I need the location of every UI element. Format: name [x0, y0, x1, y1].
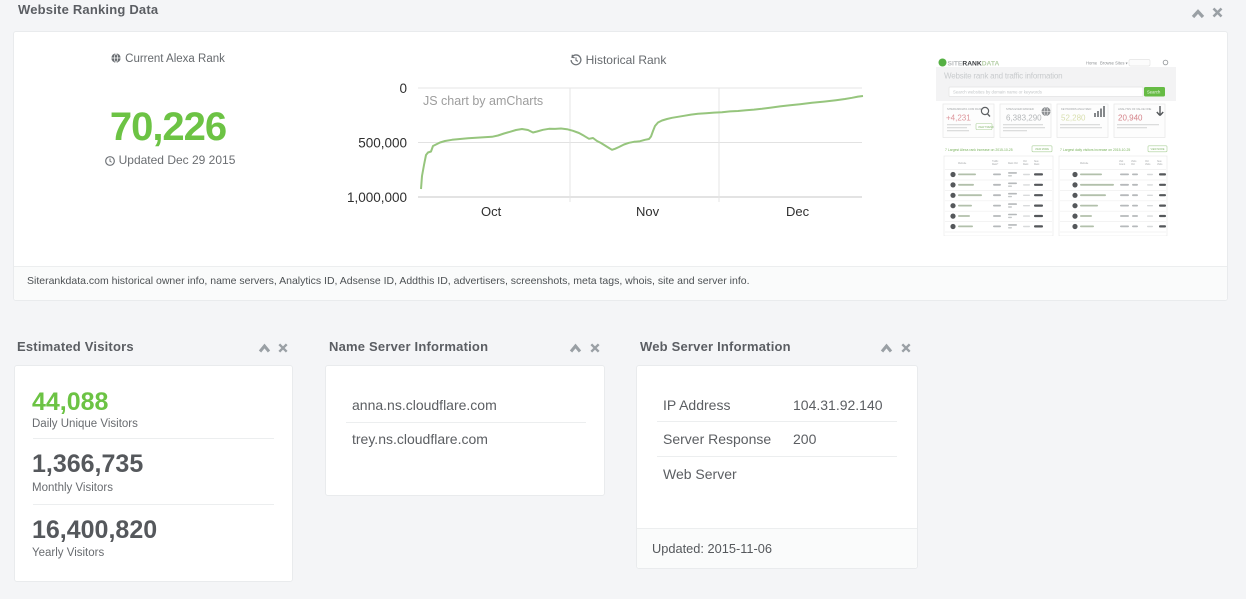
svg-text:Website: Website: [958, 162, 967, 165]
svg-text:1,000,000: 1,000,000: [347, 190, 407, 205]
svg-text:Traffic: Traffic: [992, 160, 999, 163]
svg-text:JS chart by amCharts: JS chart by amCharts: [423, 94, 543, 108]
svg-text:500,000: 500,000: [358, 136, 407, 151]
svg-text:Home: Home: [1086, 61, 1098, 66]
svg-text:Rank*: Rank*: [992, 164, 998, 166]
svg-text:Search: Search: [1147, 89, 1161, 94]
svg-text:Website: Website: [1080, 162, 1089, 165]
svg-text:New: New: [1157, 161, 1162, 163]
svg-text:7 Largest Alexa rank increase: 7 Largest Alexa rank increase on 2015-10…: [945, 148, 1013, 152]
svg-text:52,280: 52,280: [1061, 114, 1086, 123]
svg-text:SITES EVER RANKED: SITES EVER RANKED: [1006, 107, 1034, 111]
svg-text:Search websites by domain name: Search websites by domain name or keywor…: [953, 90, 1042, 95]
svg-text:VIEW TREND: VIEW TREND: [978, 126, 994, 129]
svg-text:Visits: Visits: [1131, 160, 1137, 163]
svg-text:Rank Old: Rank Old: [1008, 163, 1018, 165]
svg-text:SITERANKDATA: SITERANKDATA: [948, 61, 1000, 68]
svg-text:Rank: Rank: [1023, 164, 1029, 166]
svg-text:New: New: [1034, 161, 1039, 163]
svg-text:KEYWORDS ANALYZED: KEYWORDS ANALYZED: [1061, 107, 1091, 111]
svg-text:Rank: Rank: [1034, 164, 1040, 166]
svg-text:VIEW MORE: VIEW MORE: [1151, 148, 1165, 151]
svg-text:Visits: Visits: [1157, 163, 1163, 166]
svg-text:Website rank and traffic infor: Website rank and traffic information: [944, 72, 1062, 81]
svg-text:SITERANKDATA.COM RANK: SITERANKDATA.COM RANK: [947, 107, 983, 111]
svg-text:7 Largest daily visitors incre: 7 Largest daily visitors increase on 201…: [1060, 148, 1130, 152]
svg-text:Visit: Visit: [1119, 160, 1124, 163]
svg-text:6,383,290: 6,383,290: [1006, 114, 1042, 123]
svg-text:Visits: Visits: [1145, 163, 1151, 166]
svg-text:0: 0: [399, 81, 407, 96]
svg-text:Browse Sites ▾: Browse Sites ▾: [1100, 61, 1128, 66]
svg-text:VIEW MORE: VIEW MORE: [1035, 148, 1049, 151]
svg-text:Old: Old: [1023, 161, 1027, 163]
svg-text:ANALYSIS OF VALUE ONE: ANALYSIS OF VALUE ONE: [1118, 107, 1152, 111]
svg-text:Oct: Oct: [481, 204, 502, 219]
svg-text:Nov: Nov: [636, 204, 660, 219]
svg-text:Old: Old: [1145, 161, 1149, 163]
svg-text:20,940: 20,940: [1118, 114, 1143, 123]
svg-text:+4,231: +4,231: [946, 114, 971, 123]
svg-text:Dec: Dec: [786, 204, 810, 219]
svg-text:Count: Count: [1119, 163, 1125, 166]
svg-text:Old: Old: [1131, 164, 1135, 166]
